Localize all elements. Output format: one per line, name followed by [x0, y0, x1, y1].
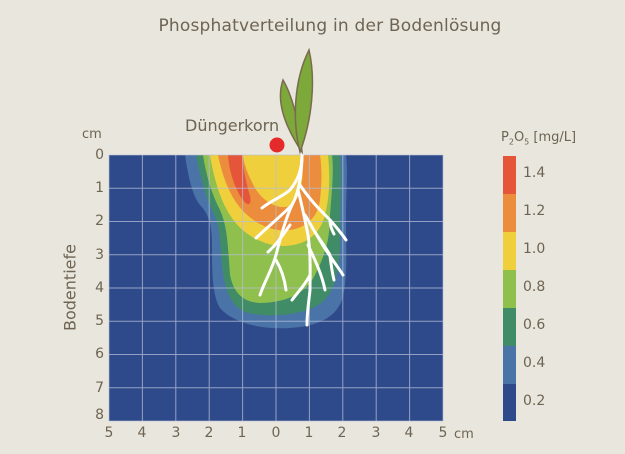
x-tick: 4 [137, 425, 147, 441]
x-tick: 3 [171, 425, 181, 441]
x-tick: 2 [204, 425, 214, 441]
x-tick: 1 [304, 425, 314, 441]
x-tick: 0 [271, 425, 281, 441]
contour-1.4 [228, 155, 251, 205]
y-tick: 5 [95, 313, 104, 329]
legend-title-sub: 2 [508, 137, 514, 147]
y-axis-title: Bodentiefe [60, 244, 80, 331]
x-tick: 5 [438, 425, 448, 441]
plant-leaves [279, 47, 314, 155]
colorbar-tick: 0.2 [523, 393, 546, 409]
x-tick: 1 [237, 425, 247, 441]
y-tick: 7 [95, 380, 104, 396]
legend-title-p: P [501, 130, 509, 145]
plant-roots [254, 153, 348, 327]
colorbar-tick: 0.6 [523, 317, 546, 333]
y-tick: 8 [95, 407, 104, 423]
chart-title: Phosphatverteilung in der Bodenlösung [158, 16, 502, 36]
colorbar-tick: 1.4 [523, 165, 546, 181]
x-tick: 3 [371, 425, 381, 441]
legend-title-o: O [513, 130, 525, 145]
colorbar-tick: 0.4 [523, 355, 546, 371]
colorbar-tick: 1.0 [523, 241, 546, 257]
y-tick: 1 [95, 180, 104, 196]
y-tick: 2 [95, 213, 104, 229]
legend-title-sub: 5 [524, 137, 530, 147]
y-tick: 3 [95, 247, 104, 263]
y-unit-label: cm [82, 127, 102, 142]
y-tick: 0 [95, 147, 104, 163]
colorbar-tick: 1.2 [523, 203, 546, 219]
y-tick: 6 [95, 346, 104, 362]
x-unit-label: cm [454, 427, 474, 442]
x-tick: 4 [404, 425, 414, 441]
x-tick: 5 [104, 425, 114, 441]
colorbar-tick: 0.8 [523, 279, 546, 295]
colorbar-title: P2O5 [mg/L] [501, 130, 576, 147]
x-tick: 2 [337, 425, 347, 441]
fertilizer-grain [269, 137, 285, 153]
legend-title-unit: [mg/L] [529, 130, 577, 145]
y-tick: 4 [95, 280, 104, 296]
colorbar [503, 156, 516, 421]
fertilizer-label: Düngerkorn [185, 116, 280, 135]
